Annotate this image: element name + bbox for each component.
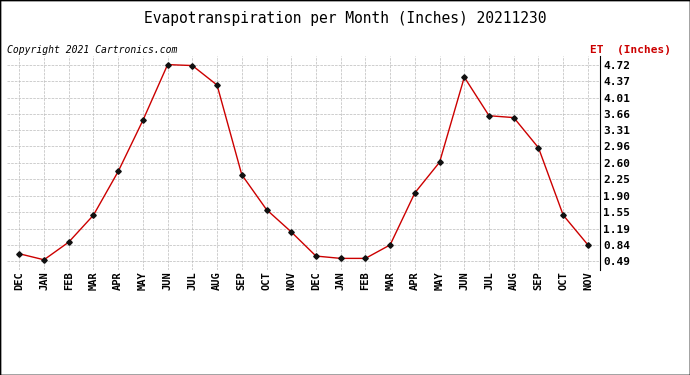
Text: Evapotranspiration per Month (Inches) 20211230: Evapotranspiration per Month (Inches) 20… [144,11,546,26]
Text: Copyright 2021 Cartronics.com: Copyright 2021 Cartronics.com [7,45,177,55]
Text: ET  (Inches): ET (Inches) [590,45,671,55]
